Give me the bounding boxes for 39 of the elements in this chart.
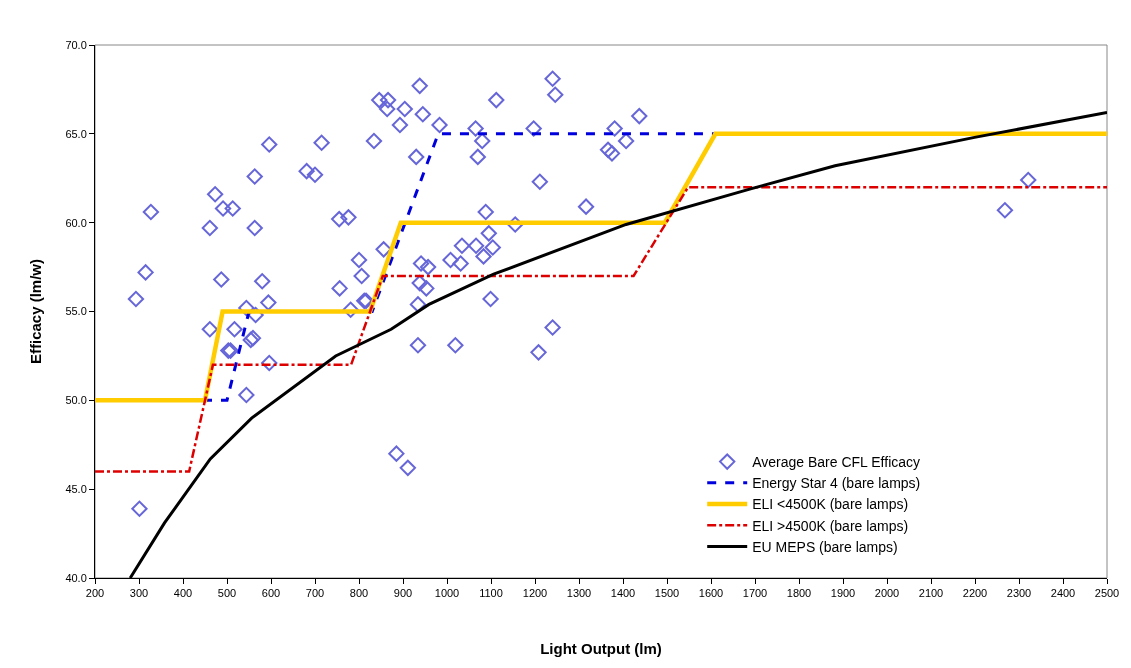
x-tick-label: 500 (217, 587, 237, 600)
y-tick-label: 40.0 (65, 571, 87, 584)
y-tick-label: 70.0 (65, 38, 87, 51)
x-tick-label: 900 (393, 587, 413, 600)
x-tick-label: 1900 (830, 587, 856, 600)
y-tick-label: 45.0 (65, 483, 87, 496)
legend-label: Energy Star 4 (bare lamps) (752, 475, 921, 492)
x-axis-title: Light Output (lm) (540, 640, 662, 658)
x-tick-label: 2200 (962, 587, 988, 600)
legend-label: Average Bare CFL Efficacy (752, 454, 921, 471)
x-tick-label: 2500 (1094, 587, 1120, 600)
x-tick-label: 1000 (434, 587, 460, 600)
y-tick-label: 65.0 (65, 127, 87, 140)
x-tick-label: 1300 (566, 587, 592, 600)
x-tick-label: 700 (305, 587, 325, 600)
x-tick-label: 300 (129, 587, 149, 600)
x-tick-label: 800 (349, 587, 369, 600)
x-tick-label: 2300 (1006, 587, 1032, 600)
legend-label: ELI <4500K (bare lamps) (752, 496, 909, 513)
y-tick-label: 60.0 (65, 216, 87, 229)
legend-label: EU MEPS (bare lamps) (752, 538, 898, 555)
legend-label: ELI >4500K (bare lamps) (752, 517, 909, 534)
y-tick-label: 50.0 (65, 394, 87, 407)
x-tick-label: 1800 (786, 587, 812, 600)
x-tick-label: 1400 (610, 587, 636, 600)
x-tick-label: 1100 (479, 587, 503, 600)
line-series (95, 185, 1107, 473)
y-axis-title: Efficacy (lm/w) (26, 258, 44, 365)
x-tick-label: 200 (85, 587, 105, 600)
x-tick-label: 2400 (1050, 587, 1076, 600)
x-tick-label: 2100 (918, 587, 944, 600)
x-tick-label: 600 (261, 587, 281, 600)
y-tick-label: 55.0 (65, 305, 87, 318)
x-tick-label: 400 (173, 587, 193, 600)
x-tick-label: 1700 (742, 587, 768, 600)
x-tick-label: 1500 (654, 587, 680, 600)
x-tick-label: 2000 (874, 587, 900, 600)
x-tick-label: 1600 (698, 587, 724, 600)
x-tick-label: 1200 (522, 587, 548, 600)
